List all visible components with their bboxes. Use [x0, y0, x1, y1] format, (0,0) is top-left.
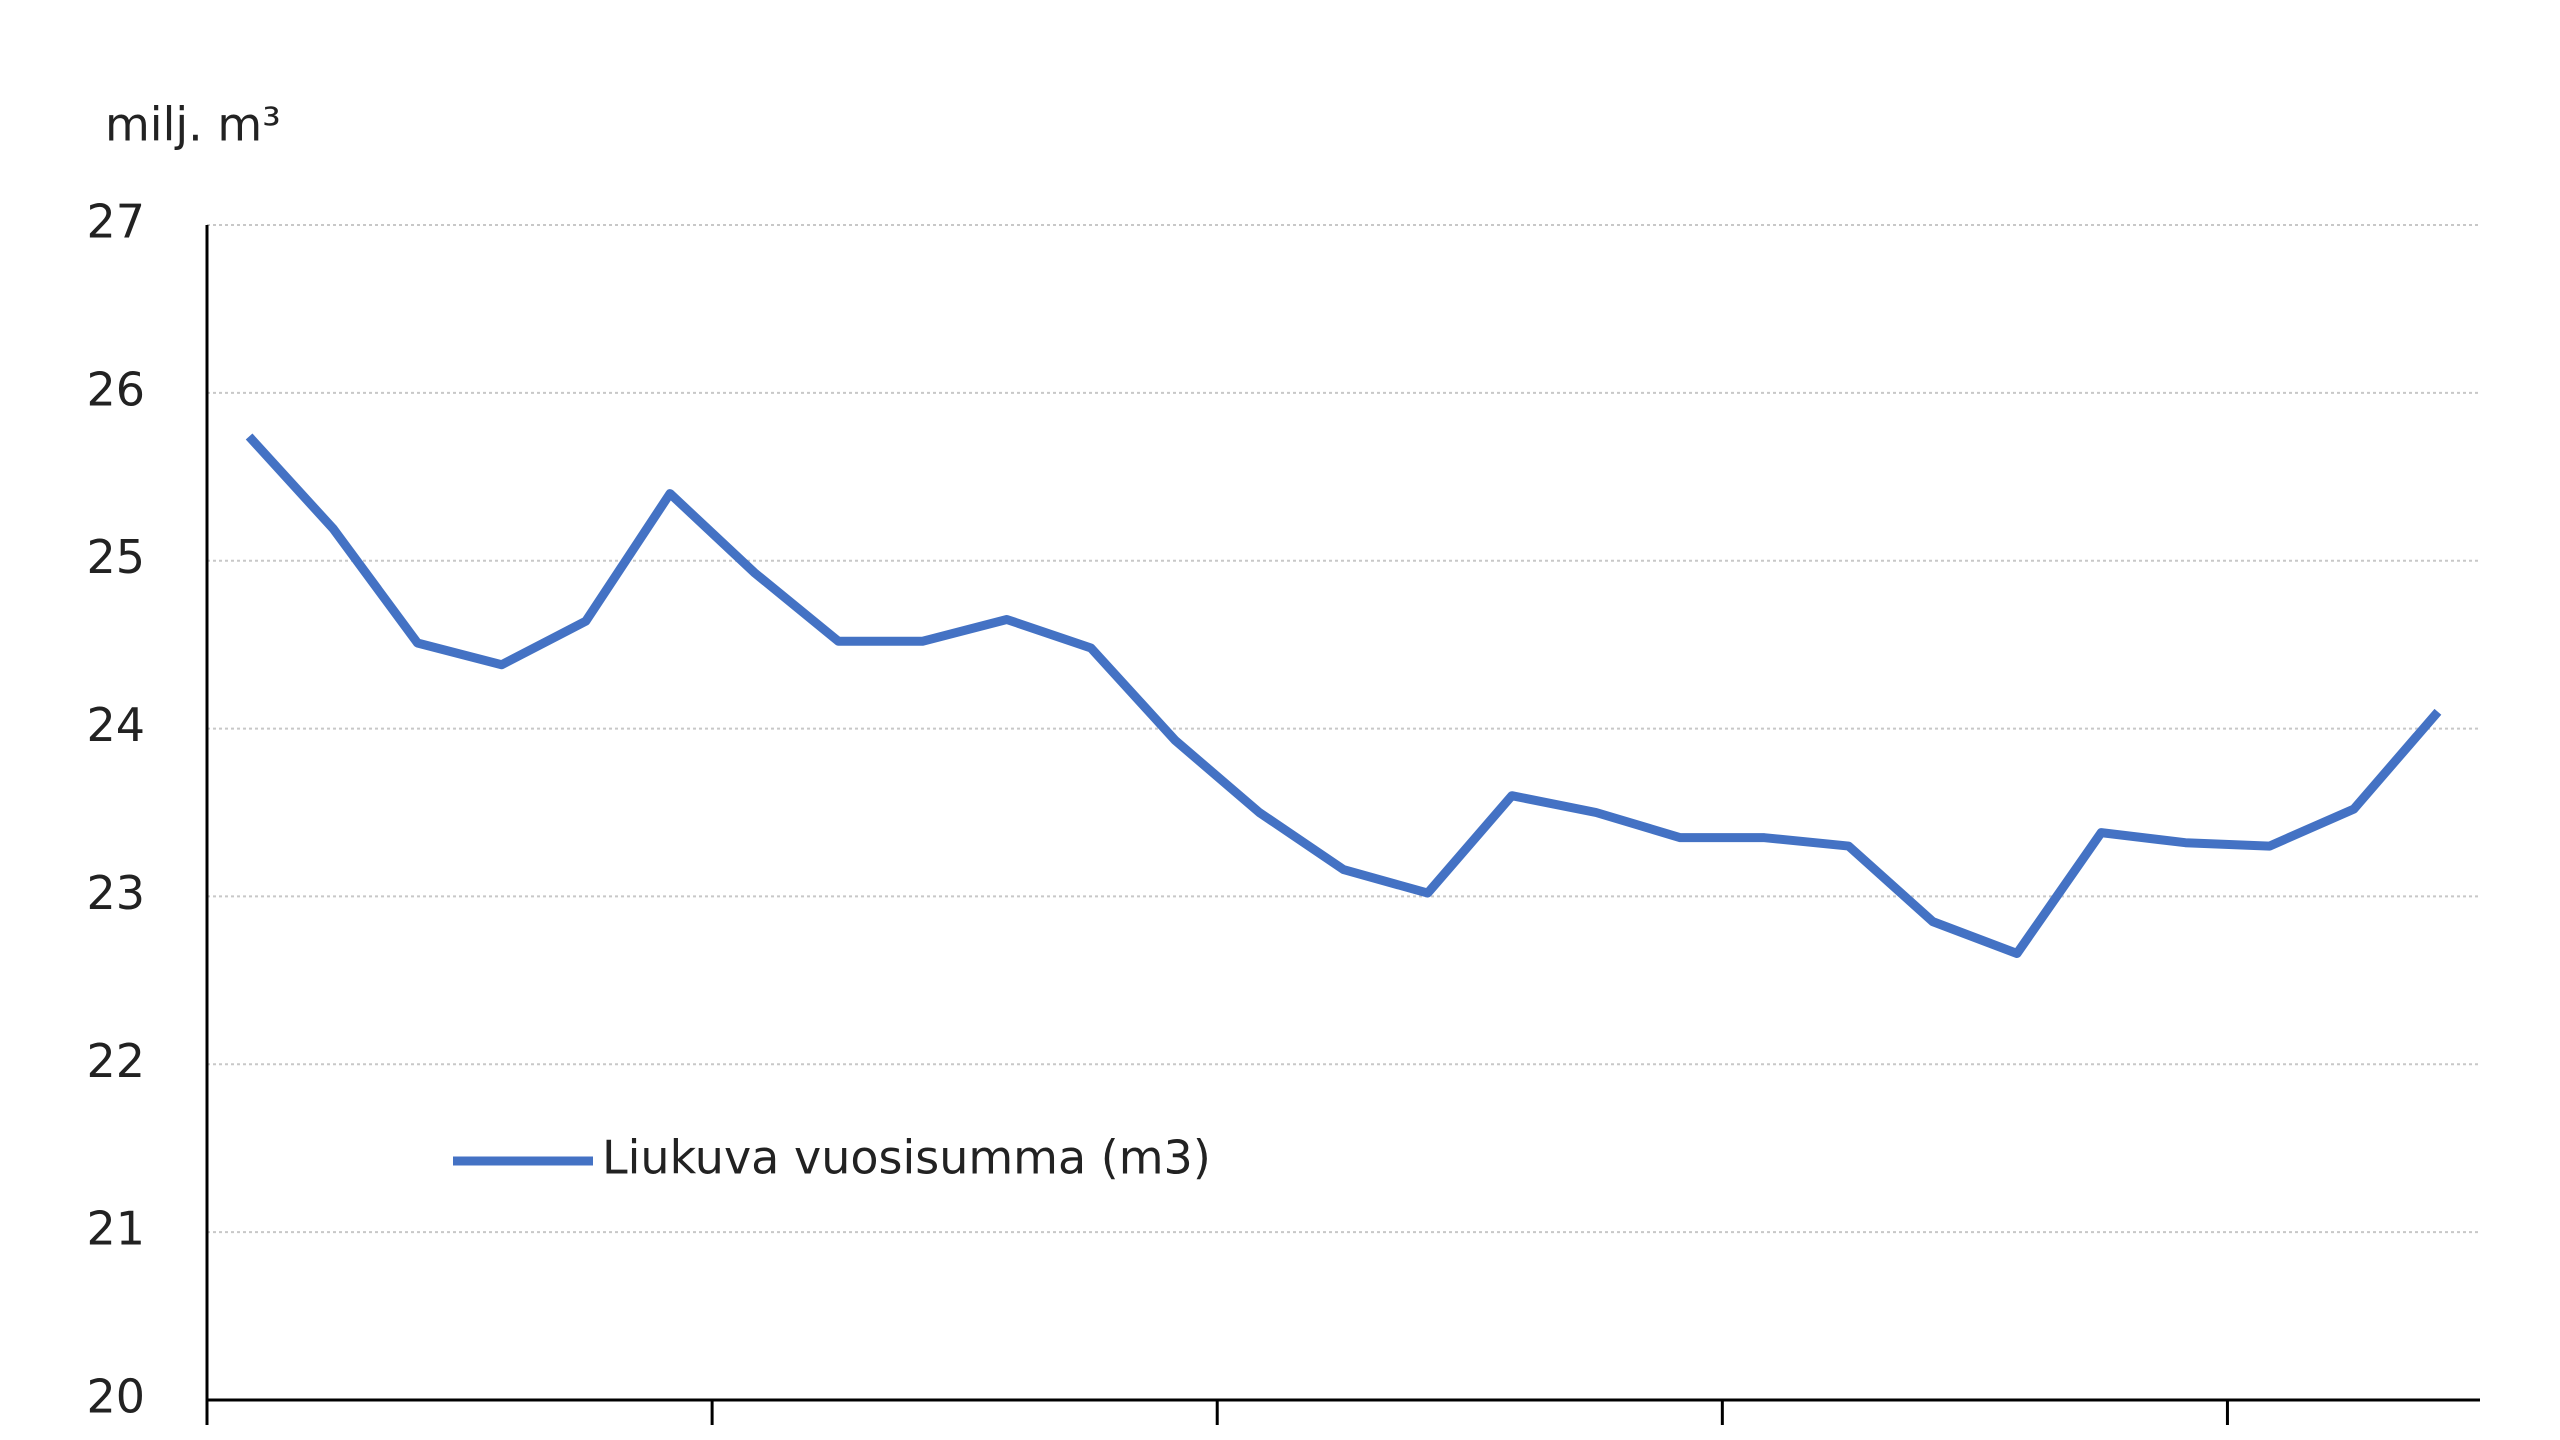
y-tick-label: 25 — [86, 530, 145, 584]
y-tick-label: 22 — [86, 1034, 145, 1088]
y-tick-label: 20 — [86, 1370, 145, 1424]
y-tick-label: 24 — [86, 698, 145, 752]
y-tick-label: 23 — [86, 866, 145, 920]
y-tick-label: 21 — [86, 1202, 145, 1256]
data-line — [245, 433, 2442, 958]
y-axis-unit: milj. m³ — [105, 98, 281, 152]
y-tick-label: 27 — [86, 195, 145, 249]
legend-label: Liukuva vuosisumma (m3) — [602, 1131, 1211, 1185]
y-tick-label: 26 — [86, 362, 145, 416]
